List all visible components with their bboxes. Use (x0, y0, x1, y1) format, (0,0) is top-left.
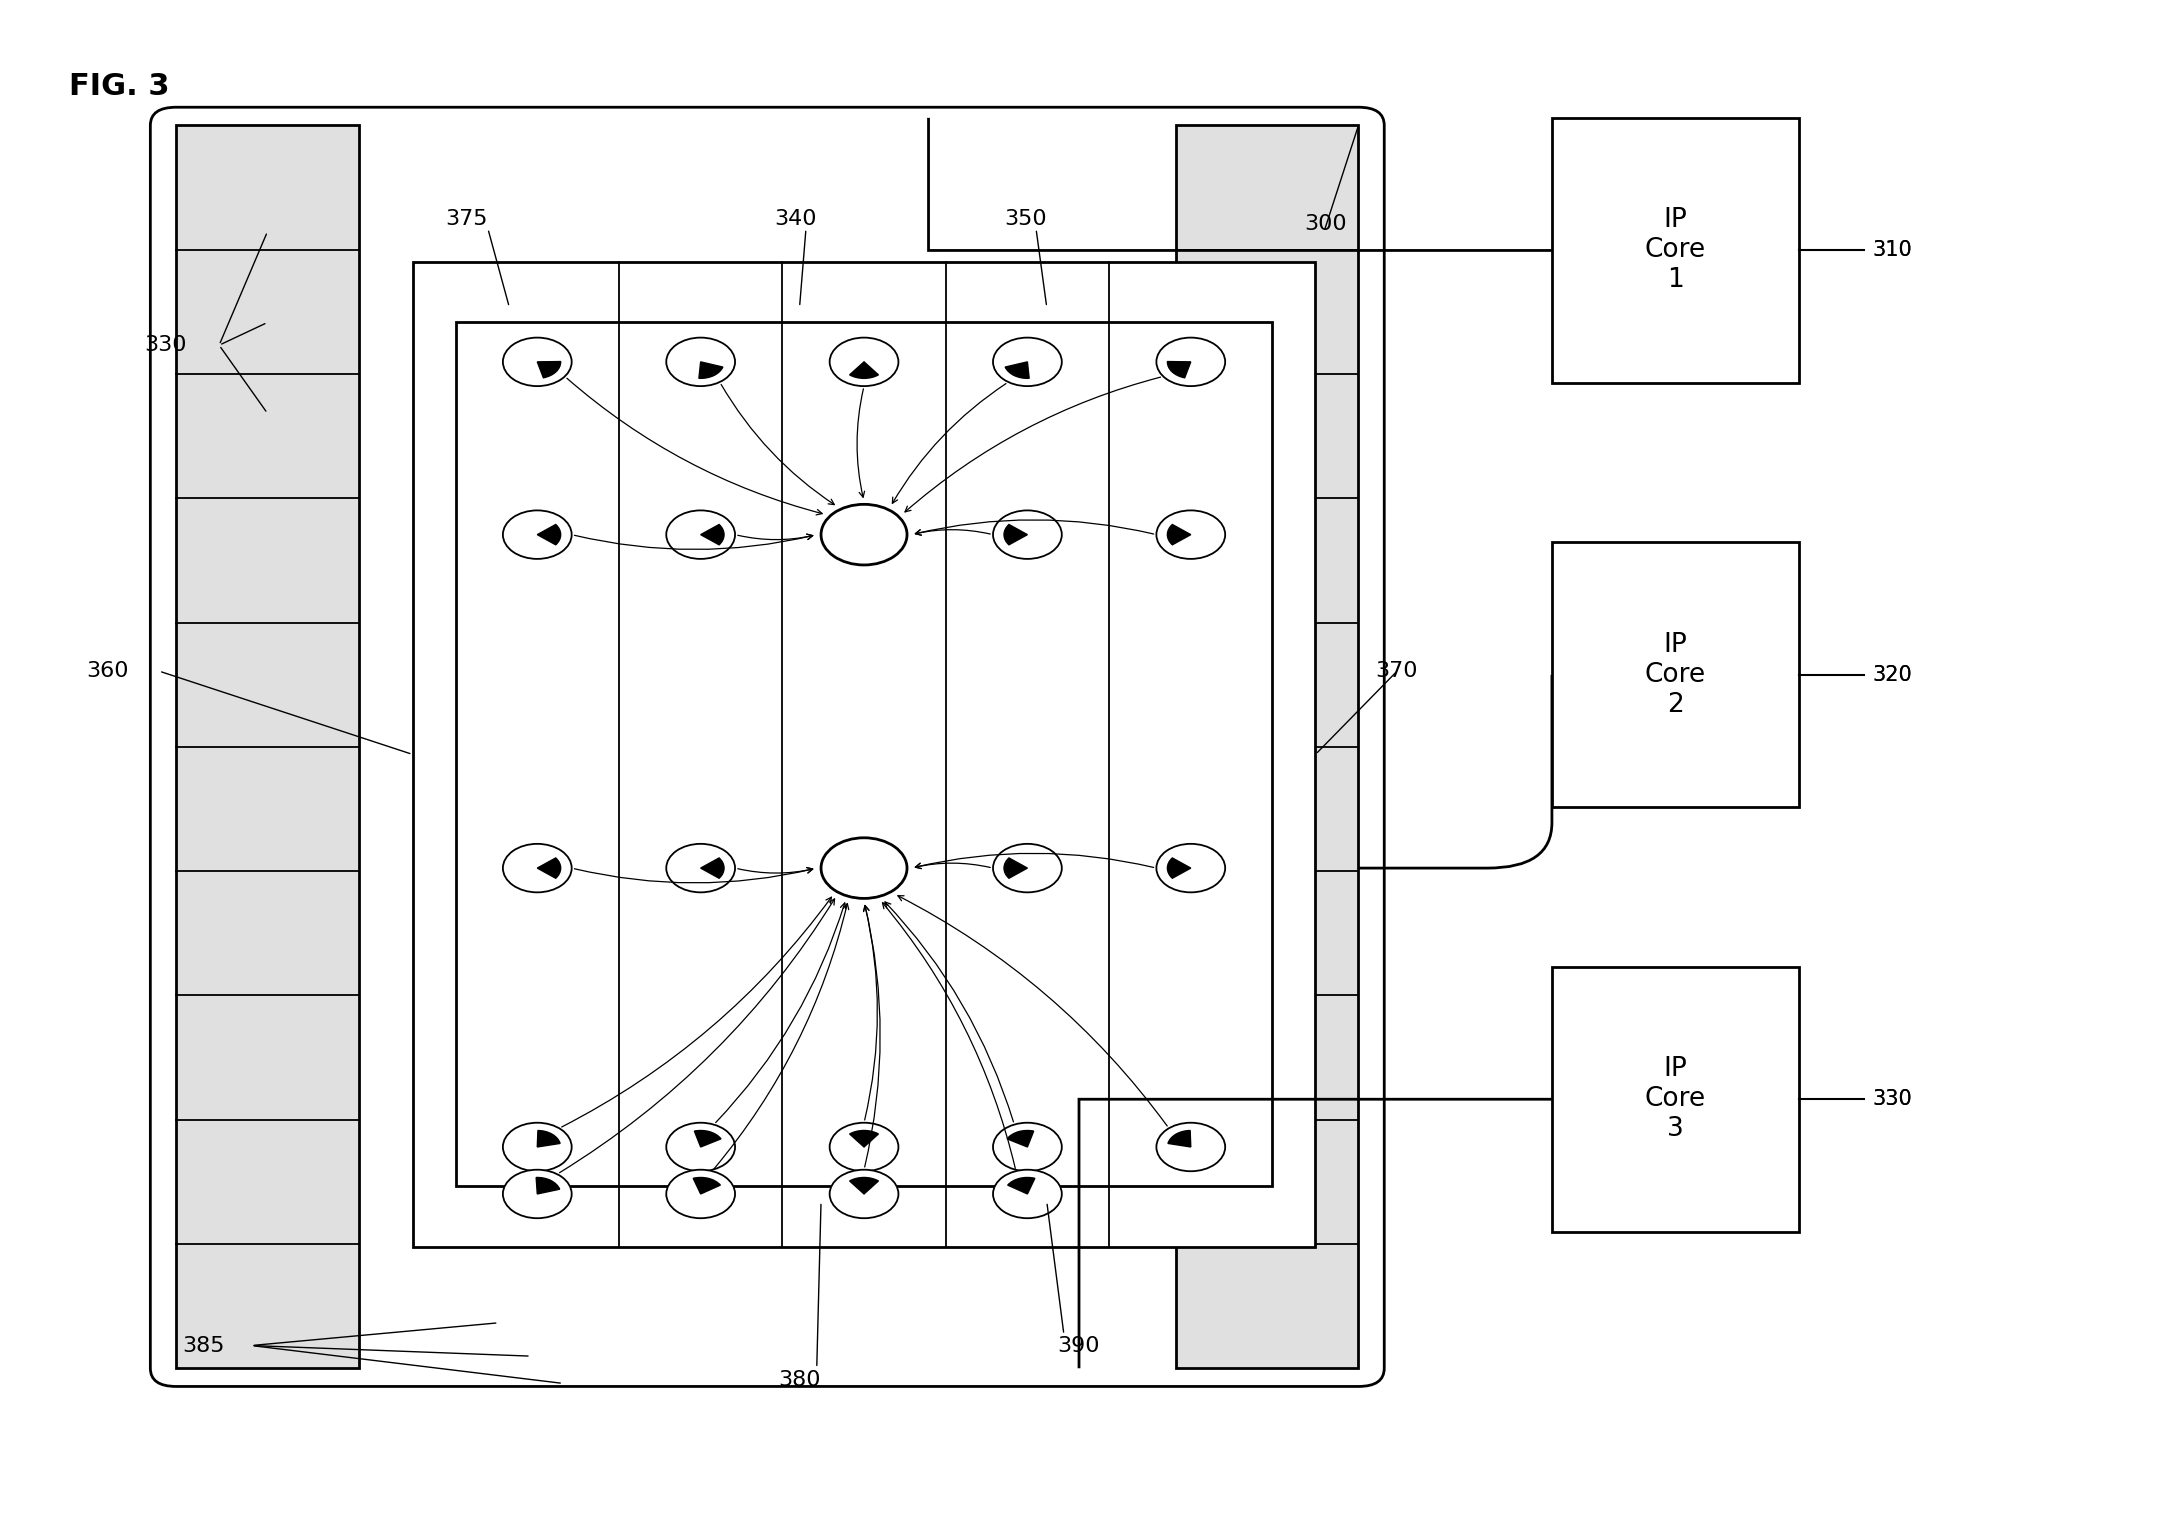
Bar (1552, 966, 1800, 1231)
Text: 320: 320 (1873, 664, 1912, 684)
Circle shape (503, 1170, 572, 1218)
Circle shape (667, 844, 736, 893)
Circle shape (829, 511, 898, 559)
Wedge shape (695, 1131, 721, 1148)
Text: 310: 310 (1873, 241, 1912, 261)
Wedge shape (1167, 1131, 1191, 1148)
Text: 390: 390 (1057, 1335, 1101, 1355)
Text: IP
Core
3: IP Core 3 (1644, 1056, 1707, 1141)
Wedge shape (1008, 1131, 1034, 1148)
Circle shape (993, 844, 1062, 893)
Wedge shape (701, 858, 725, 878)
Wedge shape (1003, 524, 1027, 544)
Text: 380: 380 (779, 1370, 820, 1390)
Circle shape (829, 1123, 898, 1172)
Text: IP
Core
1: IP Core 1 (1644, 207, 1707, 294)
Circle shape (1157, 1123, 1226, 1172)
Text: 330: 330 (145, 335, 186, 355)
Circle shape (667, 1170, 736, 1218)
Wedge shape (1003, 858, 1027, 878)
Wedge shape (850, 1178, 878, 1193)
Text: 330: 330 (1873, 1090, 1912, 1109)
Wedge shape (850, 1131, 878, 1148)
Text: 360: 360 (86, 661, 127, 681)
Circle shape (503, 844, 572, 893)
Wedge shape (850, 361, 878, 378)
Text: 310: 310 (1873, 241, 1912, 261)
Circle shape (1157, 338, 1226, 386)
Wedge shape (537, 1131, 561, 1148)
Bar (455, 323, 1273, 1186)
Wedge shape (1167, 858, 1191, 878)
Text: 300: 300 (1306, 213, 1347, 235)
Text: 385: 385 (183, 1335, 224, 1355)
Circle shape (1157, 844, 1226, 893)
Circle shape (829, 338, 898, 386)
Text: 350: 350 (1003, 209, 1047, 230)
Text: 330: 330 (1873, 1090, 1912, 1109)
Circle shape (820, 504, 906, 565)
Text: IP
Core
2: IP Core 2 (1644, 632, 1707, 718)
Circle shape (1157, 511, 1226, 559)
Circle shape (993, 338, 1062, 386)
Text: 375: 375 (445, 209, 488, 230)
Text: 340: 340 (775, 209, 816, 230)
Circle shape (993, 1170, 1062, 1218)
Wedge shape (863, 858, 887, 878)
Text: 370: 370 (1375, 661, 1418, 681)
Circle shape (503, 511, 572, 559)
Circle shape (503, 1123, 572, 1172)
Circle shape (667, 511, 736, 559)
Wedge shape (1006, 361, 1029, 378)
Wedge shape (863, 524, 887, 544)
Circle shape (667, 1123, 736, 1172)
Circle shape (829, 1170, 898, 1218)
Wedge shape (699, 361, 723, 378)
Text: FIG. 3: FIG. 3 (69, 72, 168, 102)
Circle shape (667, 338, 736, 386)
Wedge shape (1167, 524, 1191, 544)
Wedge shape (537, 524, 561, 544)
Text: 320: 320 (1873, 664, 1912, 684)
Wedge shape (693, 1178, 721, 1193)
Circle shape (993, 1123, 1062, 1172)
Wedge shape (1008, 1178, 1036, 1193)
Bar (1176, 125, 1357, 1369)
Wedge shape (701, 524, 725, 544)
Wedge shape (537, 361, 561, 378)
Wedge shape (537, 858, 561, 878)
FancyBboxPatch shape (151, 107, 1383, 1387)
Circle shape (503, 338, 572, 386)
Circle shape (829, 844, 898, 893)
Wedge shape (1167, 361, 1191, 378)
Wedge shape (535, 1178, 559, 1193)
Bar (1552, 117, 1800, 383)
Bar (1552, 543, 1800, 808)
Bar (177, 125, 358, 1369)
Circle shape (820, 838, 906, 899)
Bar (412, 262, 1316, 1247)
Circle shape (993, 511, 1062, 559)
